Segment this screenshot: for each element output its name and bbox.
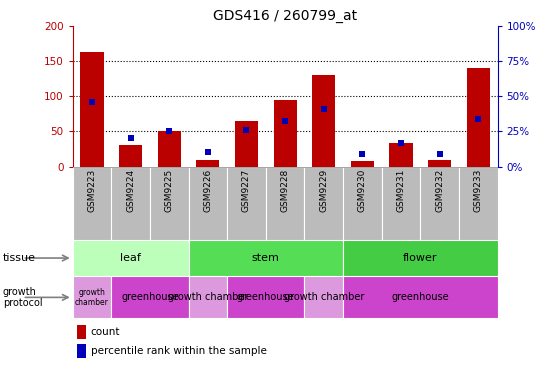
Bar: [188, 167, 227, 240]
Bar: [196, 160, 220, 167]
Text: GSM9230: GSM9230: [358, 169, 367, 212]
Bar: [382, 167, 420, 240]
Text: stem: stem: [252, 253, 280, 263]
Bar: [305, 276, 343, 318]
Bar: [273, 100, 297, 167]
Title: GDS416 / 260799_at: GDS416 / 260799_at: [213, 9, 357, 23]
Text: GSM9231: GSM9231: [396, 169, 405, 212]
Bar: [227, 276, 305, 318]
Bar: [119, 145, 142, 167]
Bar: [343, 276, 498, 318]
Point: [126, 135, 135, 141]
Bar: [305, 167, 343, 240]
Text: GSM9228: GSM9228: [281, 169, 290, 212]
Bar: [77, 325, 86, 339]
Point: [281, 119, 290, 124]
Text: growth
protocol: growth protocol: [3, 287, 42, 308]
Point: [319, 106, 328, 112]
Bar: [188, 240, 343, 276]
Bar: [73, 240, 188, 276]
Text: growth
chamber: growth chamber: [75, 288, 109, 307]
Text: GSM9224: GSM9224: [126, 169, 135, 212]
Bar: [111, 276, 188, 318]
Text: GSM9232: GSM9232: [435, 169, 444, 212]
Bar: [235, 122, 258, 167]
Bar: [73, 167, 111, 240]
Text: GSM9233: GSM9233: [473, 169, 483, 212]
Bar: [73, 276, 111, 318]
Text: greenhouse: greenhouse: [237, 292, 295, 302]
Bar: [420, 167, 459, 240]
Text: greenhouse: greenhouse: [391, 292, 449, 302]
Bar: [428, 160, 451, 167]
Text: growth chamber: growth chamber: [168, 292, 248, 302]
Bar: [158, 131, 181, 167]
Text: tissue: tissue: [3, 253, 36, 263]
Bar: [343, 240, 498, 276]
Point: [165, 128, 174, 134]
Bar: [350, 161, 374, 167]
Text: GSM9229: GSM9229: [319, 169, 328, 212]
Text: percentile rank within the sample: percentile rank within the sample: [91, 347, 267, 356]
Bar: [80, 52, 103, 167]
Point: [358, 151, 367, 157]
Point: [435, 151, 444, 157]
Text: greenhouse: greenhouse: [121, 292, 179, 302]
Point: [396, 140, 405, 146]
Bar: [188, 276, 227, 318]
Bar: [150, 167, 188, 240]
Text: GSM9227: GSM9227: [242, 169, 251, 212]
Text: count: count: [91, 327, 120, 337]
Bar: [390, 143, 413, 167]
Text: growth chamber: growth chamber: [283, 292, 364, 302]
Point: [242, 127, 251, 133]
Text: GSM9226: GSM9226: [203, 169, 212, 212]
Bar: [266, 167, 305, 240]
Bar: [227, 167, 266, 240]
Bar: [459, 167, 498, 240]
Text: GSM9223: GSM9223: [87, 169, 97, 212]
Bar: [111, 167, 150, 240]
Bar: [77, 344, 86, 358]
Bar: [343, 167, 382, 240]
Point: [88, 99, 97, 105]
Bar: [467, 68, 490, 167]
Point: [473, 116, 482, 122]
Text: flower: flower: [403, 253, 438, 263]
Text: GSM9225: GSM9225: [165, 169, 174, 212]
Text: leaf: leaf: [120, 253, 141, 263]
Bar: [312, 75, 335, 167]
Point: [203, 150, 212, 156]
